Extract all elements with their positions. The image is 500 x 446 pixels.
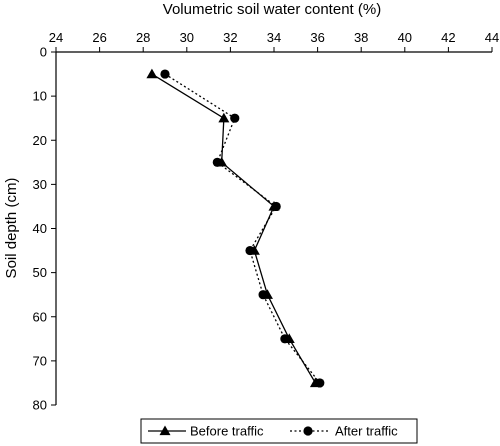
series-line [151,73,316,384]
y-tick-label: 10 [33,89,47,104]
x-tick-label: 28 [136,30,150,45]
x-tick-label: 40 [398,30,412,45]
series-layer [146,68,325,388]
legend: Before traffic After traffic [140,418,418,444]
y-tick-label: 80 [33,398,47,413]
x-tick-label: 26 [92,30,106,45]
x-tick-label: 30 [180,30,194,45]
data-point [218,112,230,123]
series-after-traffic [160,69,325,388]
y-tick-label: 20 [33,133,47,148]
data-point [230,113,240,123]
series-line [164,73,321,384]
legend-box [140,418,418,444]
y-axis-title: Soil depth (cm) [3,178,20,279]
x-tick-label: 32 [223,30,237,45]
data-point [146,68,158,79]
legend-marker [159,425,171,436]
legend-marker [303,426,313,436]
x-tick-label: 38 [354,30,368,45]
y-tick-label: 30 [33,177,47,192]
x-tick-label: 34 [267,30,281,45]
data-point [280,334,290,344]
data-point [160,69,170,79]
x-tick-label: 44 [485,30,499,45]
legend-label: Before traffic [190,424,264,439]
data-point [212,157,222,167]
x-tick-label: 36 [310,30,324,45]
data-point [315,378,325,388]
data-point [258,290,268,300]
x-tick-label: 42 [441,30,455,45]
data-point [271,201,281,212]
y-tick-label: 60 [33,309,47,324]
y-tick-label: 50 [33,265,47,280]
x-tick-label: 24 [49,30,63,45]
x-axis-title: Volumetric soil water content (%) [163,1,381,18]
y-tick-label: 40 [33,221,47,236]
y-tick-label: 0 [40,45,47,60]
axes: 24 26 28 30 32 34 36 38 40 42 44 0 10 20 30 40 50 60 70 80 [33,30,500,413]
legend-label: After traffic [335,424,398,439]
y-tick-label: 70 [33,353,47,368]
data-point [245,245,255,256]
